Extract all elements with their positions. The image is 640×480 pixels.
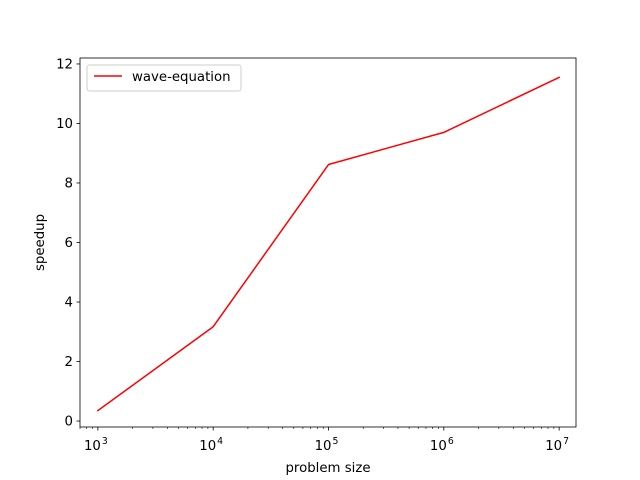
y-axis-label: speedup <box>33 214 48 271</box>
y-tick-label: 2 <box>65 355 73 370</box>
legend: wave-equation <box>86 64 242 92</box>
y-tick-label: 6 <box>65 236 73 251</box>
plot-layer <box>96 76 561 412</box>
y-tick-label: 12 <box>56 58 73 73</box>
series-line-0 <box>96 76 561 412</box>
y-tick-label: 4 <box>65 296 73 311</box>
y-tick-label: 8 <box>65 177 73 192</box>
legend-label-wave-equation: wave-equation <box>132 70 231 85</box>
y-tick-label: 0 <box>65 415 73 430</box>
legend-box <box>86 64 242 92</box>
x-axis-label: problem size <box>285 461 370 476</box>
y-axis-ticks: 0 2 4 6 8 10 12 <box>56 58 80 430</box>
y-tick-label: 10 <box>56 117 73 132</box>
